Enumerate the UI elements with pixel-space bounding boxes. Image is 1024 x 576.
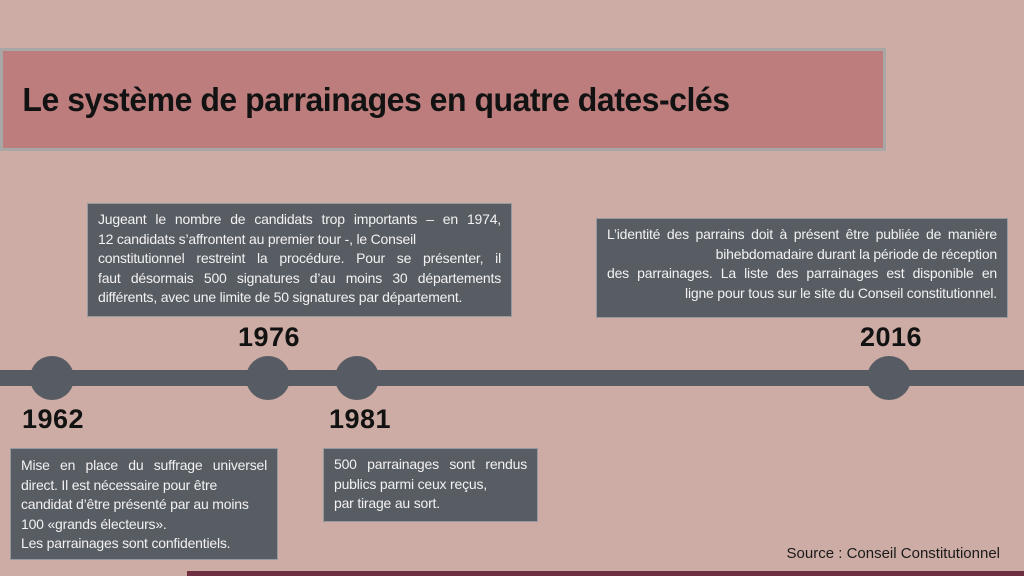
year-label-2016: 2016 [859,322,923,352]
year-label-1976: 1976 [237,322,301,352]
timeline-dot-1981 [335,356,379,400]
event-box-1976-line: faut désormais 500 signatures d’au moins… [98,269,501,286]
year-label-1962: 1962 [22,404,85,434]
event-box-1981-line: par tirage au sort. [334,495,440,511]
event-box-1962: Mise en place du suffrage universel dire… [10,448,278,560]
event-box-1962-line: Mise en place du suffrage universel [21,457,267,473]
page-title: Le système de parrainages en quatre date… [22,80,730,118]
event-box-2016: L’identité des parrains doit à présent ê… [596,218,1008,318]
event-box-1962-line: direct. Il est nécessaire pour être [21,476,218,493]
event-box-1976-line: différents, avec une limite de 50 signat… [98,289,463,305]
source-credit: Source : Conseil Constitutionnel [786,545,1000,562]
event-box-2016-line: des parrainages. La liste des parrainage… [607,265,997,281]
event-box-2016-line: L’identité des parrains doit à présent ê… [607,226,997,242]
event-box-1981-line: 500 parrainages sont rendus [334,456,527,472]
event-box-1976: Jugeant le nombre de candidats trop impo… [87,203,512,317]
event-box-1962-line: 100 «grands électeurs». [21,515,167,532]
event-box-1976-line: constitutionnel restreint la procédure. … [98,250,501,266]
event-box-1962-line: candidat d’être présenté par au moins [21,496,249,512]
title-banner: Le système de parrainages en quatre date… [0,48,886,151]
event-box-1981: 500 parrainages sont rendus publics parm… [323,448,538,522]
timeline-dot-1976 [246,356,290,400]
event-box-2016-line: bihebdomadaire durant la période de réce… [715,245,998,262]
event-box-1976-line: Jugeant le nombre de candidats trop impo… [98,211,501,227]
timeline-dot-2016 [867,356,911,400]
event-box-1962-line: Les parrainages sont confidentiels. [21,535,231,551]
bottom-accent-bar [187,571,1024,576]
timeline-dot-1962 [30,356,74,400]
event-box-1981-line: publics parmi ceux reçus, [334,475,487,492]
year-label-1981: 1981 [329,404,392,434]
event-box-1976-line: 12 candidats s’affrontent au premier tou… [98,230,416,247]
event-box-2016-line: ligne pour tous sur le site du Conseil c… [685,284,997,301]
